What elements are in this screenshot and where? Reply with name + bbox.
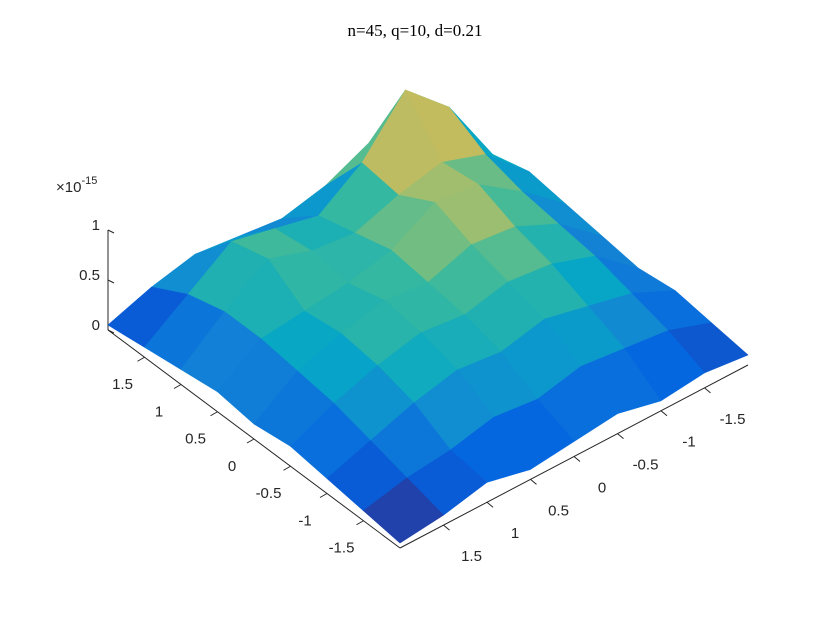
x-tick-label: -1.5	[720, 411, 746, 428]
surface-patch	[363, 477, 444, 544]
y-tick	[137, 356, 145, 362]
x-tick	[530, 478, 537, 485]
y-tick	[283, 465, 291, 471]
x-tick-label: 0	[598, 479, 606, 496]
y-tick-label: 1.5	[112, 376, 133, 393]
y-tick	[173, 384, 182, 389]
chart-title: n=45, q=10, d=0.21	[347, 21, 482, 40]
x-tick-label: 0.5	[548, 502, 569, 519]
x-tick	[617, 433, 624, 440]
z-tick	[107, 229, 115, 234]
z-tick	[107, 329, 115, 334]
x-tick	[486, 501, 494, 508]
z-tick-label: 0	[92, 317, 100, 334]
z-tick-label: 0.5	[79, 267, 100, 284]
z-tick	[107, 279, 115, 284]
x-tick-label: -0.5	[633, 457, 659, 474]
x-tick	[660, 410, 668, 417]
x-tick	[443, 524, 450, 531]
x-tick-label: 1	[511, 525, 519, 542]
y-tick-label: 1	[155, 403, 163, 420]
x-tick-label: -1	[682, 434, 695, 451]
x-tick	[704, 387, 711, 394]
y-tick-label: -0.5	[256, 485, 282, 502]
y-tick	[356, 520, 364, 526]
y-tick-label: 0.5	[185, 431, 206, 448]
z-tick-label: 1	[92, 217, 100, 234]
x-tick	[573, 456, 581, 462]
y-tick	[210, 411, 218, 417]
z-multiplier: ×10-15	[56, 175, 97, 196]
y-tick-label: 0	[228, 458, 236, 475]
y-tick-label: -1	[298, 512, 311, 529]
y-tick	[246, 438, 255, 444]
y-tick	[319, 493, 328, 498]
x-tick-label: 1.5	[461, 548, 482, 565]
z-exponent: -15	[81, 175, 97, 187]
y-tick-label: -1.5	[329, 540, 355, 557]
z-multiplier-base: ×10	[56, 179, 81, 196]
